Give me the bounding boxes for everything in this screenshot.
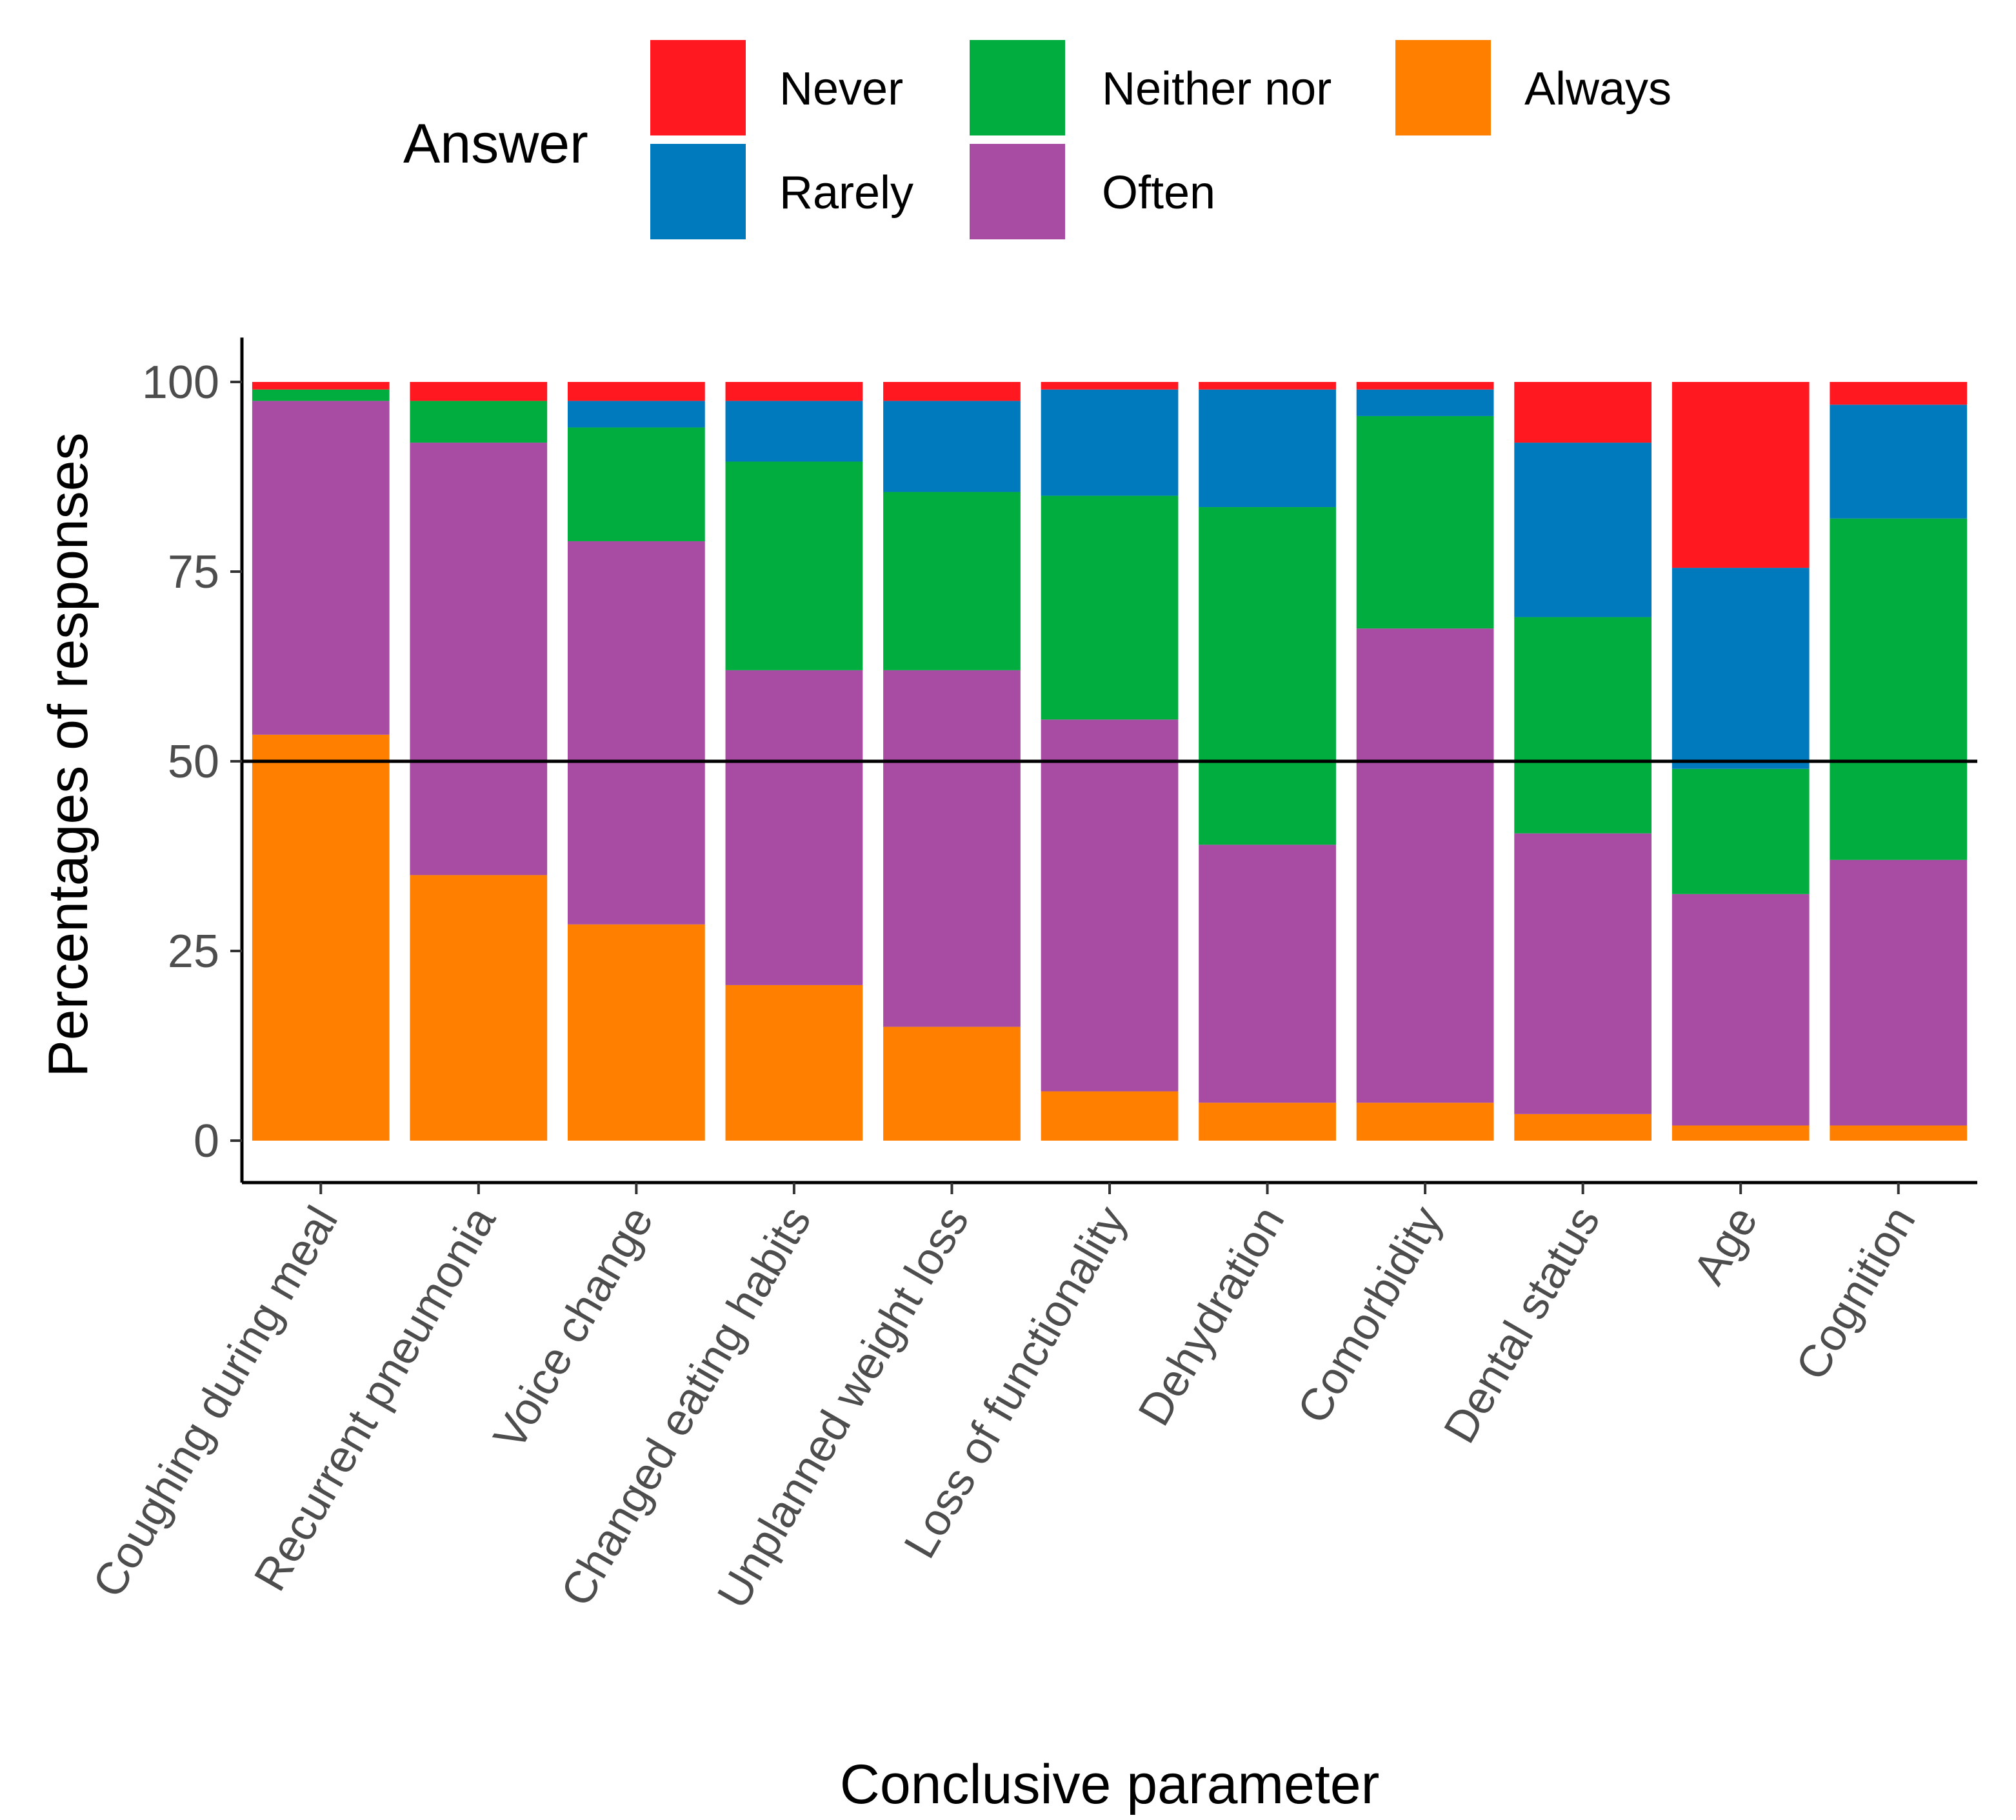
legend-label-rarely: Rarely [779, 167, 913, 219]
bar-comorbidity-rarely [1356, 389, 1494, 416]
bar-age-neither-nor [1672, 768, 1810, 894]
bar-loss-of-functionality-never [1041, 382, 1179, 390]
y-tick-label-100: 100 [142, 357, 219, 408]
bar-dehydration-never [1199, 382, 1336, 390]
legend-swatch-always [1395, 40, 1491, 135]
bar-changed-eating-habits-neither-nor [725, 461, 863, 670]
bar-recurrent-pneumonia-often [410, 443, 548, 875]
bar-coughing-during-meal-neither-nor [252, 389, 390, 401]
legend-label-often: Often [1102, 167, 1215, 219]
bar-loss-of-functionality-often [1041, 719, 1179, 1092]
bar-coughing-during-meal-always [252, 734, 390, 1141]
bar-dehydration-always [1199, 1103, 1336, 1141]
bar-changed-eating-habits-never [725, 382, 863, 401]
bar-dental-status-always [1514, 1114, 1652, 1141]
bar-dental-status-never [1514, 382, 1652, 443]
bar-comorbidity-neither-nor [1356, 415, 1494, 629]
bar-cognition-never [1830, 382, 1968, 405]
y-axis: 0 25 50 75 100 [142, 337, 244, 1183]
legend-label-always: Always [1524, 63, 1672, 115]
legend-title: Answer [403, 113, 588, 175]
bar-loss-of-functionality-rarely [1041, 389, 1179, 496]
bar-unplanned-weight-loss-always [883, 1026, 1021, 1141]
legend-swatch-neither-nor [970, 40, 1065, 135]
x-axis-title: Conclusive parameter [840, 1754, 1379, 1815]
bars [252, 382, 1968, 1141]
bar-recurrent-pneumonia-neither-nor [410, 401, 548, 443]
bar-age-always [1672, 1125, 1810, 1141]
x-tick-label-dental-status: Dental status [1434, 1198, 1610, 1452]
bar-comorbidity-often [1356, 628, 1494, 1103]
y-tick-label-50: 50 [168, 736, 219, 788]
bar-voice-change-always [567, 924, 705, 1141]
bar-dental-status-neither-nor [1514, 617, 1652, 834]
x-tick-label-age: Age [1683, 1198, 1767, 1293]
x-tick-label-voice-change: Voice change [484, 1198, 663, 1458]
legend-label-never: Never [779, 63, 903, 115]
legend: Answer Never Rarely Neither nor Often Always [403, 40, 1672, 239]
bar-recurrent-pneumonia-always [410, 875, 548, 1141]
plot-area: 0 25 50 75 100 Coughing during mealRecurrent… [83, 337, 1977, 1616]
bar-voice-change-rarely [567, 401, 705, 428]
bar-voice-change-often [567, 541, 705, 925]
bar-dehydration-often [1199, 845, 1336, 1103]
bar-cognition-rarely [1830, 405, 1968, 519]
bar-unplanned-weight-loss-never [883, 382, 1021, 401]
bar-cognition-neither-nor [1830, 518, 1968, 860]
bar-dehydration-neither-nor [1199, 507, 1336, 845]
bar-comorbidity-never [1356, 382, 1494, 390]
bar-age-rarely [1672, 568, 1810, 769]
bar-unplanned-weight-loss-neither-nor [883, 492, 1021, 670]
y-tick-label-25: 25 [168, 926, 219, 977]
bar-coughing-during-meal-never [252, 382, 390, 390]
bar-cognition-always [1830, 1125, 1968, 1141]
legend-label-neither-nor: Neither nor [1102, 63, 1332, 115]
bar-recurrent-pneumonia-never [410, 382, 548, 401]
bar-unplanned-weight-loss-often [883, 670, 1021, 1027]
legend-swatch-never [650, 40, 746, 135]
bar-changed-eating-habits-rarely [725, 401, 863, 462]
bar-dental-status-rarely [1514, 443, 1652, 617]
legend-swatch-rarely [650, 144, 746, 239]
bar-dehydration-rarely [1199, 389, 1336, 508]
bar-changed-eating-habits-always [725, 985, 863, 1141]
x-tick-label-dehydration: Dehydration [1128, 1198, 1293, 1434]
x-tick-label-cognition: Cognition [1786, 1198, 1924, 1388]
bar-voice-change-neither-nor [567, 427, 705, 541]
bar-unplanned-weight-loss-rarely [883, 401, 1021, 492]
x-tick-label-comorbidity: Comorbidity [1288, 1198, 1452, 1432]
y-tick-label-0: 0 [194, 1115, 219, 1167]
bar-changed-eating-habits-often [725, 670, 863, 985]
bar-voice-change-never [567, 382, 705, 401]
bar-cognition-often [1830, 859, 1968, 1126]
bar-comorbidity-always [1356, 1103, 1494, 1141]
bar-loss-of-functionality-neither-nor [1041, 495, 1179, 720]
bar-age-never [1672, 382, 1810, 568]
bar-coughing-during-meal-often [252, 401, 390, 735]
bar-loss-of-functionality-always [1041, 1091, 1179, 1141]
bar-dental-status-often [1514, 833, 1652, 1114]
bar-age-often [1672, 894, 1810, 1126]
y-tick-label-75: 75 [168, 546, 219, 598]
legend-swatch-often [970, 144, 1065, 239]
y-axis-title: Percentages of responses [37, 432, 99, 1077]
